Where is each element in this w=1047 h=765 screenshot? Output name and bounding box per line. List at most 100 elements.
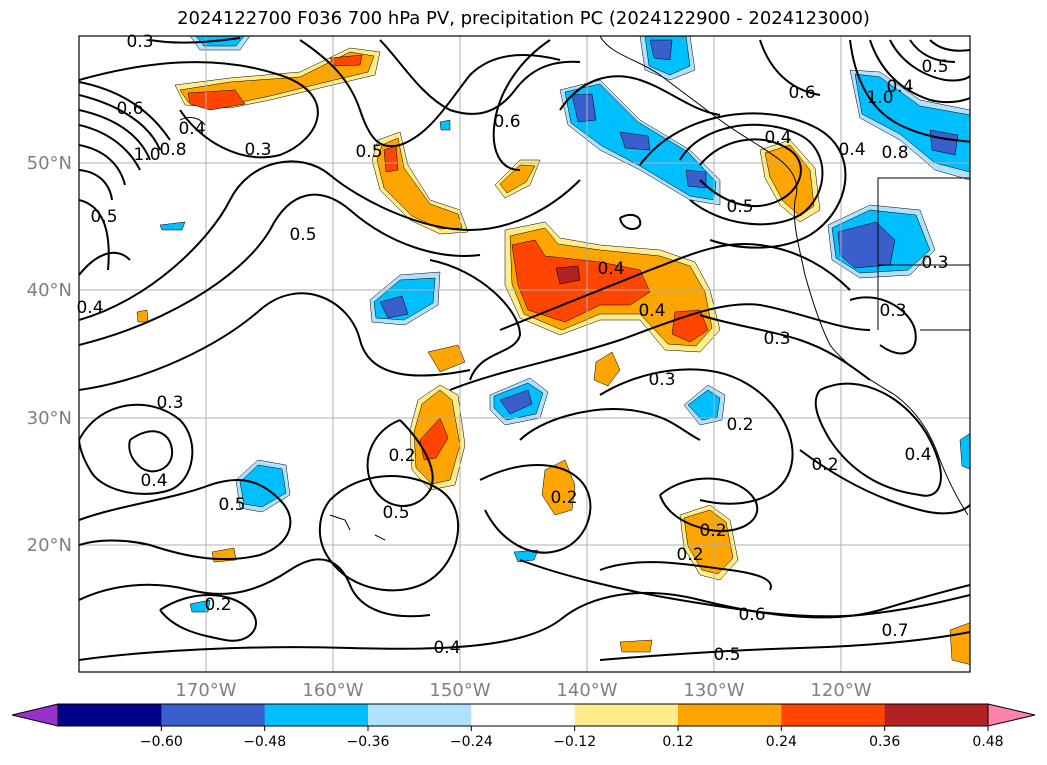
pv-contour-line (128, 430, 174, 473)
precip-positive-area (499, 164, 536, 194)
pv-contour-line (679, 123, 824, 226)
pv-contour-line (79, 160, 581, 321)
colorbar-segment (574, 704, 679, 726)
pv-contour-line (366, 419, 434, 507)
map-title: 2024122700 F036 700 hPa PV, precipitatio… (177, 8, 870, 29)
map-frame (78, 35, 971, 673)
pv-contours (79, 37, 970, 661)
contour-label: 0.2 (388, 446, 415, 466)
contour-label: 0.3 (879, 301, 906, 321)
colorbar-extend-low (11, 703, 59, 727)
pv-contour-line (79, 109, 151, 161)
coastlines (179, 36, 970, 541)
contour-label: 0.4 (433, 638, 460, 658)
contour-label: 0.8 (159, 140, 186, 160)
precip-negative-area (439, 119, 451, 131)
colorbar-tick-label: −0.36 (347, 734, 390, 750)
precip-positive-area (555, 265, 581, 285)
contour-label: 0.2 (204, 595, 231, 615)
colorbar-segment (781, 704, 886, 726)
pv-contour-line (869, 39, 970, 104)
contour-label: 0.6 (116, 99, 143, 119)
pv-contour-line (379, 39, 581, 115)
contour-label: 0.3 (156, 393, 183, 413)
contour-label: 0.3 (126, 32, 153, 52)
pv-contour-line (889, 39, 970, 82)
colorbar: −0.60 −0.48 −0.36 −0.24 −0.12 0.12 0.24 0.36 0.4… (11, 703, 1036, 750)
precip-positive-area (383, 145, 399, 173)
pv-contour-line (429, 259, 522, 381)
pv-contour-line (79, 169, 113, 201)
pv-contour-line (799, 449, 970, 515)
pv-contour-line (759, 39, 821, 96)
precip-negative-area (619, 131, 651, 151)
precip-positive-area (187, 89, 246, 111)
colorbar-tick-label: 0.36 (869, 734, 900, 750)
colorbar-tick-label: −0.24 (450, 734, 493, 750)
precip-negative-area (929, 129, 959, 156)
contour-label: 1.0 (133, 145, 160, 165)
contour-label: 0.3 (763, 329, 790, 349)
colorbar-segment (884, 704, 989, 726)
contour-label: 0.5 (355, 142, 382, 162)
pv-contour-line (79, 193, 481, 346)
colorbar-segment (161, 704, 266, 726)
precip-negative-area (189, 599, 211, 613)
contour-label: 0.8 (881, 143, 908, 163)
pv-contour-line (449, 303, 871, 391)
contour-label: 0.5 (90, 207, 117, 227)
pv-contour-line (299, 39, 561, 148)
precip-positive-area (541, 459, 576, 516)
precip-positive-area (427, 344, 466, 373)
pv-contour-line (849, 39, 970, 143)
lat-label-40n: 40°N (27, 280, 72, 301)
lat-label-50n: 50°N (27, 153, 72, 174)
contour-label: 0.3 (648, 370, 675, 390)
pv-contour-line (499, 243, 851, 331)
contour-label: 0.7 (881, 621, 908, 641)
lat-label-20n: 20°N (27, 535, 72, 556)
colorbar-tick-label: −0.48 (243, 734, 286, 750)
contour-label: 0.2 (699, 521, 726, 541)
contour-label: 0.4 (764, 128, 791, 148)
pv-contour-line (79, 251, 131, 276)
lat-label-30n: 30°N (27, 408, 72, 429)
colorbar-segment (471, 704, 576, 726)
contour-label: 0.4 (76, 298, 103, 318)
contour-label: 0.2 (550, 488, 577, 508)
pv-contour-line (599, 561, 772, 591)
contour-label: 0.2 (676, 545, 703, 565)
precipitation-shading (136, 36, 970, 665)
coastline (877, 177, 970, 331)
pv-contour-line (79, 124, 141, 171)
pv-contour-line (492, 39, 551, 171)
contour-label: 0.5 (713, 645, 740, 665)
colorbar-tick-label: 0.12 (662, 734, 693, 750)
precip-negative-area (159, 221, 186, 231)
pv-contour-line (849, 296, 917, 355)
contour-labels: 0.3 0.6 0.4 1.0 0.8 0.3 0.5 0.5 0.6 0.5 … (76, 32, 948, 665)
contour-label: 0.5 (726, 197, 753, 217)
colorbar-segment (264, 704, 369, 726)
pv-contour-line (929, 39, 970, 52)
pv-contour-line (699, 138, 802, 208)
precip-negative-area (685, 169, 707, 189)
contour-label: 1.0 (866, 88, 893, 108)
pv-contour-line (79, 558, 431, 618)
precip-positive-area (136, 309, 149, 323)
pv-contour-line (519, 559, 970, 618)
pv-contour-line (79, 199, 110, 271)
contour-label: 0.5 (382, 503, 409, 523)
pv-contour-line (479, 464, 592, 554)
pv-contour-line (79, 292, 471, 391)
colorbar-tick-label: 0.48 (972, 734, 1003, 750)
colorbar-segment (58, 704, 162, 726)
precip-negative-area (649, 39, 673, 61)
precip-positive-area (593, 351, 621, 387)
contour-label: 0.3 (921, 253, 948, 273)
precip-negative-area (379, 295, 409, 319)
precip-positive-area (511, 239, 651, 323)
pv-contour-line (79, 403, 194, 495)
contour-label: 0.6 (738, 605, 765, 625)
